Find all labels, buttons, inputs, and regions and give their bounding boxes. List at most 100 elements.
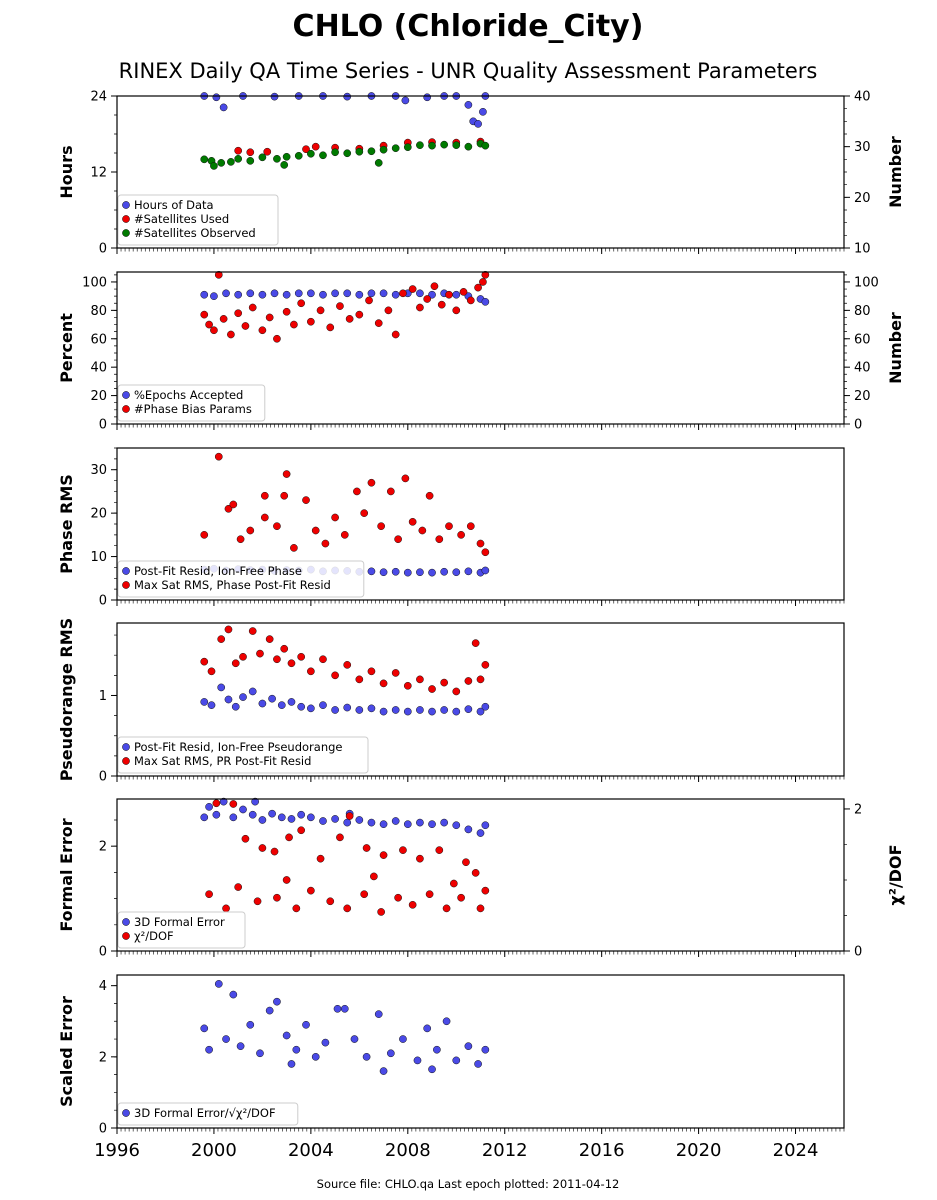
data-point: [210, 326, 218, 335]
data-point: [386, 487, 395, 496]
data-point: [258, 699, 267, 708]
right-y-axis: 02: [844, 802, 862, 960]
y-tick-label: 12: [90, 166, 107, 181]
data-point: [239, 652, 247, 661]
legend-marker: [122, 405, 130, 413]
data-point: [217, 635, 226, 643]
data-point: [452, 687, 461, 696]
legend-marker: [122, 391, 130, 399]
data-point: [290, 320, 298, 329]
data-point: [403, 820, 412, 829]
data-point: [282, 290, 291, 299]
data-point: [365, 296, 373, 305]
y-tick-label: 20: [90, 507, 107, 522]
data-point: [311, 526, 320, 535]
x-major-ticks: [116, 248, 797, 254]
legend-box: [117, 194, 279, 246]
left-y-axis-label: Pseudorange RMS: [57, 618, 76, 781]
legend-label: 3D Formal Error: [134, 915, 225, 929]
data-point: [360, 890, 369, 899]
data-point: [452, 141, 461, 149]
series-blue: [200, 797, 490, 837]
data-point: [258, 326, 267, 335]
legend-label: Post-Fit Resid, Ion-Free Phase: [134, 564, 302, 578]
data-point: [200, 657, 209, 666]
legend-label: 3D Formal Error/√χ²/DOF: [134, 1106, 276, 1120]
data-point: [319, 151, 327, 160]
y-minor-ticks: [114, 819, 117, 952]
data-point: [319, 701, 327, 709]
axes-frame: [116, 974, 845, 1129]
data-point: [401, 474, 410, 483]
data-point: [256, 649, 264, 658]
data-point: [416, 706, 424, 714]
data-point: [471, 639, 480, 647]
left-y-axis-label: Scaled Error: [57, 996, 76, 1107]
y-tick-label: 10: [90, 550, 107, 565]
data-point: [345, 315, 354, 323]
data-point: [214, 452, 223, 461]
data-point: [355, 675, 364, 684]
series-blue: [200, 289, 490, 306]
left-y-axis-label: Phase RMS: [57, 474, 76, 574]
data-point: [481, 1045, 490, 1054]
data-point: [214, 270, 223, 279]
y-minor-ticks-right: [844, 808, 847, 952]
data-point: [428, 141, 436, 150]
data-point: [277, 813, 286, 822]
x-tick-label: 2016: [579, 1140, 625, 1161]
data-point: [399, 846, 407, 854]
data-point: [481, 297, 490, 306]
data-point: [207, 701, 216, 709]
data-point: [229, 500, 238, 509]
data-point: [367, 289, 376, 298]
data-point: [474, 120, 482, 128]
series-green: [200, 139, 490, 170]
data-point: [391, 567, 400, 576]
data-point: [214, 980, 223, 988]
data-point: [205, 320, 213, 329]
data-point: [222, 1035, 230, 1043]
data-point: [386, 1049, 395, 1058]
data-point: [280, 161, 289, 169]
data-point: [362, 1052, 371, 1061]
data-point: [234, 883, 243, 891]
data-point: [307, 813, 315, 822]
data-point: [440, 706, 448, 714]
y-tick-label: 100: [82, 275, 107, 290]
data-point: [481, 141, 490, 150]
data-point: [425, 491, 434, 500]
series-blue: [200, 980, 490, 1075]
y-tick-label: 4: [99, 979, 107, 994]
data-point: [227, 330, 235, 339]
data-point: [367, 567, 376, 576]
right-y-axis-label: Number: [886, 312, 905, 384]
data-point: [445, 290, 453, 299]
data-point: [212, 93, 221, 102]
data-point: [416, 289, 424, 298]
data-point: [251, 797, 259, 806]
data-point: [440, 567, 448, 576]
data-point: [416, 854, 424, 863]
data-point: [440, 818, 448, 827]
data-point: [270, 92, 279, 101]
y-tick-label-right: 2: [854, 802, 862, 817]
data-point: [316, 854, 325, 863]
x-tick-label: 1996: [94, 1140, 140, 1161]
data-point: [416, 303, 424, 312]
y-tick-label-right: 0: [854, 418, 862, 433]
data-point: [210, 162, 218, 170]
data-point: [326, 323, 335, 332]
data-point: [428, 685, 436, 693]
data-point: [222, 289, 230, 298]
data-point: [258, 844, 267, 852]
left-y-axis: 0 12 24: [90, 90, 117, 257]
data-point: [408, 285, 417, 293]
data-point: [379, 820, 388, 829]
legend-box: [117, 560, 365, 598]
data-point: [268, 694, 276, 703]
data-point: [236, 535, 245, 544]
data-point: [212, 799, 221, 808]
data-point: [403, 568, 412, 577]
